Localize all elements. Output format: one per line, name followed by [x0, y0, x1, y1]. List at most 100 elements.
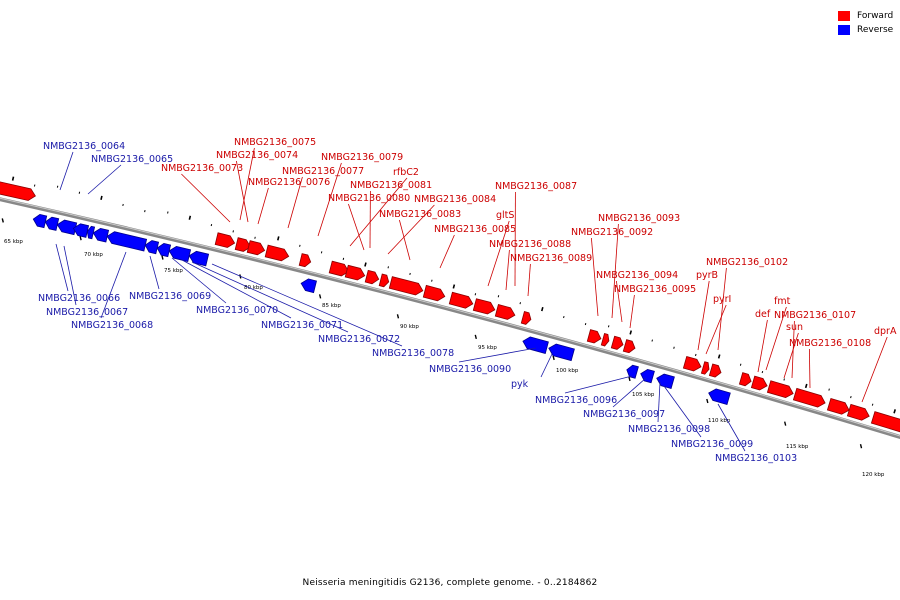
reverse-gene — [56, 219, 78, 236]
reverse-leader-line — [612, 377, 647, 408]
forward-gene-label: NMBG2136_0092 — [571, 227, 653, 238]
forward-leader-line — [348, 203, 365, 251]
forward-gene-label: NMBG2136_0083 — [379, 209, 461, 220]
legend-reverse: Reverse — [838, 23, 893, 37]
forward-leader-line — [349, 177, 408, 247]
forward-gene-label: rfbC2 — [393, 167, 419, 178]
reverse-gene — [44, 216, 60, 231]
forward-gene — [870, 411, 900, 433]
legend-forward-label: Forward — [857, 11, 894, 21]
genome-caption: Neisseria meningitidis G2136, complete g… — [302, 578, 598, 588]
forward-gene-label: pyrB — [696, 270, 718, 281]
forward-leader-line — [239, 147, 255, 221]
legend-reverse-label: Reverse — [857, 25, 894, 35]
scale-tick — [11, 176, 15, 181]
major-tick — [552, 355, 555, 361]
forward-leader-line — [387, 204, 435, 255]
forward-gene-label: NMBG2136_0095 — [614, 284, 696, 295]
scale-tick — [409, 272, 411, 276]
legend: Forward Reverse — [838, 9, 893, 37]
major-tick — [474, 334, 477, 340]
scale-tick — [431, 279, 433, 282]
scale-label: 80 kbp — [244, 285, 263, 291]
major-tick — [318, 294, 322, 299]
reverse-leader-line — [191, 261, 349, 333]
scale-tick — [673, 346, 675, 349]
gene-features — [0, 181, 900, 433]
forward-leader-line — [783, 332, 799, 379]
reverse-gene-label: NMBG2136_0096 — [535, 395, 617, 406]
legend-forward: Forward — [838, 9, 893, 23]
forward-leader-line — [611, 223, 619, 319]
forward-gene-label: pyrI — [713, 294, 731, 305]
forward-leader-line — [765, 306, 787, 371]
reverse-leader-line — [59, 151, 74, 191]
forward-gene-label: NMBG2136_0080 — [328, 193, 410, 204]
reverse-leader-line — [458, 347, 537, 363]
reverse-swatch — [838, 25, 850, 35]
forward-gene — [0, 181, 36, 201]
reverse-gene-label: NMBG2136_0067 — [46, 307, 128, 318]
forward-gene — [738, 372, 752, 387]
forward-gene — [520, 311, 532, 325]
forward-gene — [344, 264, 366, 281]
reverse-gene-label: NMBG2136_0090 — [429, 364, 511, 375]
forward-gene — [298, 253, 312, 268]
reverse-leader-line — [211, 263, 403, 347]
reverse-leader-line — [540, 353, 553, 378]
major-tick — [79, 236, 82, 241]
forward-leader-line — [439, 234, 455, 269]
forward-gene-label: NMBG2136_0107 — [774, 310, 856, 321]
scale-ticks — [1, 176, 897, 449]
forward-gene-label: NMBG2136_0079 — [321, 152, 403, 163]
forward-gene — [328, 260, 350, 277]
major-tick — [706, 398, 709, 404]
scale-tick — [695, 353, 697, 357]
reverse-leader-line — [181, 259, 292, 319]
scale-label: 120 kbp — [862, 472, 885, 478]
forward-leader-line — [705, 304, 727, 355]
reverse-gene-label: NMBG2136_0065 — [91, 154, 173, 165]
forward-gene — [700, 361, 710, 375]
major-tick — [783, 421, 787, 426]
scale-tick — [519, 302, 521, 305]
forward-leader-line — [236, 160, 249, 223]
forward-gene-label: fmt — [774, 296, 791, 307]
reverse-gene-label: NMBG2136_0097 — [583, 409, 665, 420]
label-leader-lines — [55, 147, 888, 452]
reverse-gene — [548, 343, 575, 362]
scale-tick — [474, 293, 477, 296]
reverse-gene — [106, 231, 148, 252]
forward-gene-label: NMBG2136_0077 — [282, 166, 364, 177]
forward-gene-label: NMBG2136_0093 — [598, 213, 680, 224]
forward-leader-line — [181, 173, 231, 223]
forward-gene-label: NMBG2136_0108 — [789, 338, 871, 349]
forward-gene-label: dprA — [874, 326, 897, 337]
forward-gene — [846, 403, 870, 421]
scale-tick — [452, 284, 456, 289]
scale-label: 95 kbp — [478, 345, 497, 351]
reverse-gene-label: NMBG2136_0099 — [671, 439, 753, 450]
reverse-leader-line — [171, 257, 227, 304]
forward-leader-line — [697, 280, 710, 351]
major-tick — [396, 314, 400, 319]
scale-tick — [497, 295, 500, 298]
reverse-leader-line — [100, 251, 127, 319]
forward-gene — [792, 387, 826, 408]
reverse-gene — [156, 242, 172, 258]
forward-gene — [422, 284, 446, 302]
reverse-gene — [92, 227, 110, 243]
forward-gene-label: NMBG2136_0074 — [216, 150, 298, 161]
forward-leader-line — [757, 319, 768, 373]
reverse-leader-line — [149, 255, 160, 290]
reverse-leader-line — [564, 375, 633, 394]
forward-gene — [364, 269, 380, 285]
forward-leader-line — [861, 336, 888, 403]
forward-leader-line — [717, 267, 727, 351]
forward-leader-line — [809, 348, 811, 389]
forward-leader-line — [527, 263, 531, 297]
scale-tick — [739, 363, 742, 366]
reverse-gene-label: NMBG2136_0103 — [715, 453, 797, 464]
scale-tick — [629, 330, 633, 335]
major-tick — [161, 255, 164, 260]
